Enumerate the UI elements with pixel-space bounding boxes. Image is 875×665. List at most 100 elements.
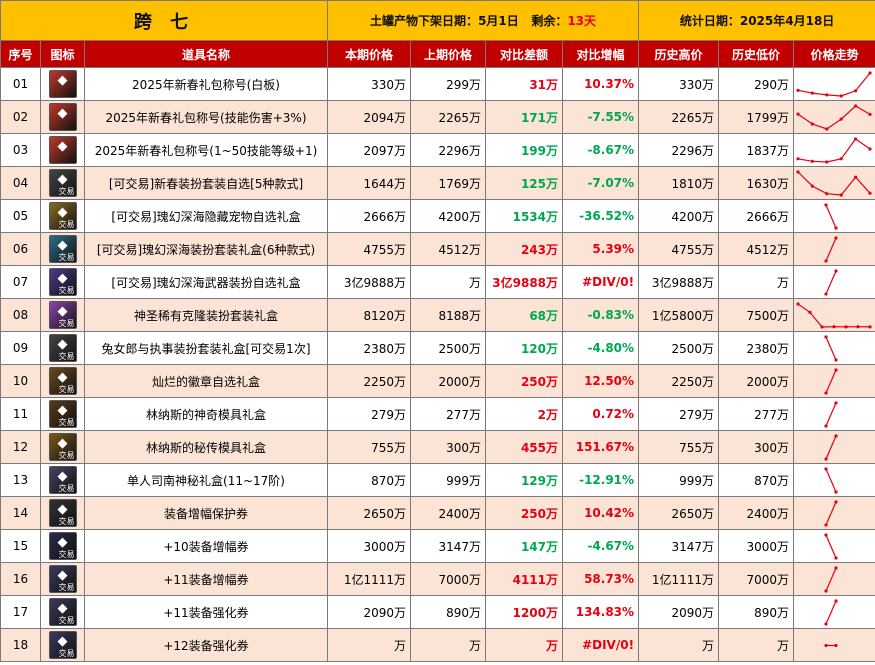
trade-tag: 交易 [58, 583, 75, 592]
trade-tag: 交易 [58, 187, 75, 196]
history-high: 2296万 [638, 133, 720, 167]
item-icon: ◆ 交易 [48, 301, 77, 329]
item-icon-cell: ◆ 交易 [40, 529, 85, 563]
price-change-pct: 0.72% [562, 397, 640, 431]
previous-price: 万 [410, 628, 487, 662]
item-name: +11装备增幅券 [83, 562, 329, 596]
table-row: 07 ◆ 交易 [可交易]瑰幻深海武器装扮自选礼盒 3亿9888万万 3亿9888万 #DI… [0, 265, 875, 299]
item-name: 灿烂的徽章自选礼盒 [83, 364, 329, 398]
table-row: 02 ◆ 2025年新春礼包称号(技能伤害+3%) 2094万 2265万 171万 -7.… [0, 100, 875, 134]
trend-point [824, 621, 828, 626]
trend-point [796, 112, 800, 116]
item-icon-cell: ◆ 交易 [40, 562, 85, 596]
item-icon: ◆ 交易 [48, 631, 77, 659]
item-name: 2025年新春礼包称号(技能伤害+3%) [83, 100, 329, 134]
item-icon-cell: ◆ 交易 [40, 364, 85, 398]
price-diff: 250万 [485, 496, 564, 530]
trend-point [796, 88, 800, 92]
row-no: 15 [0, 529, 41, 563]
trend-point [839, 156, 843, 160]
trend-sparkline [796, 103, 872, 131]
title-row: 跨 七 土罐产物下架日期：5月1日 剩余：13天 统计日期：2025年4月18日 [0, 0, 875, 41]
price-trend [793, 265, 875, 299]
trade-tag: 交易 [58, 550, 75, 559]
trend-point [854, 103, 858, 108]
trend-point [824, 334, 828, 339]
trend-point [808, 310, 812, 314]
col-high: 历史高价 [638, 40, 720, 68]
trend-line [825, 435, 837, 459]
row-no: 08 [0, 298, 41, 332]
table-row: 09 ◆ 交易 兔女郎与执事装扮套装礼盒[可交易1次] 2380万 2500万 120万 -4… [0, 331, 875, 365]
item-name: 2025年新春礼包称号(1~50技能等级+1) [83, 133, 329, 167]
table-row: 11 ◆ 交易 林纳斯的神奇模具礼盒 279万 277万 2万 0.72% 279万 277万 [0, 397, 875, 431]
trend-point [810, 159, 815, 163]
trend-point [834, 400, 838, 405]
trade-tag: 交易 [58, 319, 75, 328]
item-icon-cell: ◆ 交易 [40, 595, 85, 629]
price-trend [793, 397, 875, 431]
price-diff: 3亿9888万 [485, 265, 564, 299]
previous-price: 277万 [410, 397, 487, 431]
current-price: 2250万 [327, 364, 412, 398]
price-diff: 31万 [485, 67, 564, 101]
history-high: 1亿1111万 [638, 562, 720, 596]
trend-point [832, 324, 836, 328]
item-icon: ◆ 交易 [48, 565, 77, 593]
row-no: 06 [0, 232, 41, 266]
item-icon: ◆ 交易 [48, 169, 77, 197]
price-trend [793, 331, 875, 365]
history-low: 2400万 [718, 496, 795, 530]
trend-point [834, 555, 838, 560]
col-pct: 对比增幅 [562, 40, 640, 68]
history-high: 2650万 [638, 496, 720, 530]
item-name: +10装备增幅券 [83, 529, 329, 563]
trend-line [797, 104, 871, 130]
row-no: 11 [0, 397, 41, 431]
previous-price: 1769万 [410, 166, 487, 200]
history-low: 1799万 [718, 100, 795, 134]
table-row: 10 ◆ 交易 灿烂的徽章自选礼盒 2250万 2000万 250万 12.50% 2250万 2… [0, 364, 875, 398]
item-icon: ◆ 交易 [48, 235, 77, 263]
history-low: 890万 [718, 595, 795, 629]
item-icon-cell: ◆ 交易 [40, 430, 85, 464]
price-change-pct: #DIV/0! [562, 265, 640, 299]
history-low: 2000万 [718, 364, 795, 398]
history-high: 3亿9888万 [638, 265, 720, 299]
trend-point [824, 522, 828, 527]
item-name: 林纳斯的秘传模具礼盒 [83, 430, 329, 464]
item-name: 单人司南神秘礼盒(11~17阶) [83, 463, 329, 497]
item-icon-cell: ◆ 交易 [40, 199, 85, 233]
previous-price: 999万 [410, 463, 487, 497]
trend-point [868, 191, 872, 195]
trend-line [797, 72, 871, 97]
current-price: 870万 [327, 463, 412, 497]
current-price: 8120万 [327, 298, 412, 332]
trend-line [825, 600, 837, 624]
trade-tag: 交易 [58, 286, 75, 295]
history-high: 2265万 [638, 100, 720, 134]
trend-point [824, 532, 828, 537]
price-trend [793, 595, 875, 629]
trend-point [839, 192, 843, 197]
previous-price: 8188万 [410, 298, 487, 332]
shelf-label: 土罐产物下架日期： [370, 14, 479, 28]
item-icon-cell: ◆ 交易 [40, 496, 85, 530]
history-high: 1810万 [638, 166, 720, 200]
history-low: 870万 [718, 463, 795, 497]
current-price: 279万 [327, 397, 412, 431]
history-high: 279万 [638, 397, 720, 431]
history-high: 330万 [638, 67, 720, 101]
col-name: 道具名称 [83, 40, 329, 68]
trend-point [868, 146, 872, 151]
trend-sparkline [796, 70, 872, 98]
trade-tag: 交易 [58, 220, 75, 229]
trend-sparkline [824, 334, 838, 362]
previous-price: 300万 [410, 430, 487, 464]
price-trend [793, 298, 875, 332]
previous-price: 万 [410, 265, 487, 299]
previous-price: 7000万 [410, 562, 487, 596]
current-price: 1644万 [327, 166, 412, 200]
item-icon-cell: ◆ 交易 [40, 232, 85, 266]
price-diff: 147万 [485, 529, 564, 563]
